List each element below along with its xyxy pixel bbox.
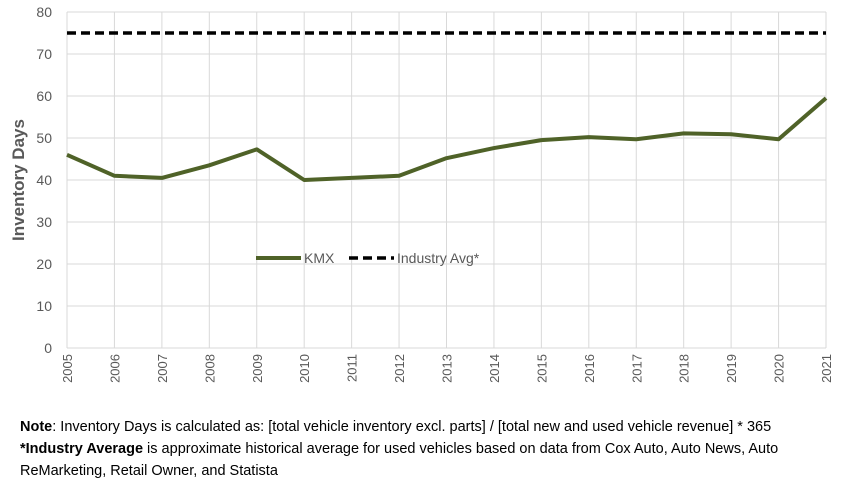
y-tick-label: 70	[36, 46, 52, 62]
x-tick-label: 2008	[202, 354, 217, 383]
y-tick-label: 40	[36, 172, 52, 188]
x-tick-label: 2007	[155, 354, 170, 383]
x-tick-label: 2013	[440, 354, 455, 383]
x-tick-label: 2005	[60, 354, 75, 383]
x-tick-label: 2011	[345, 354, 360, 382]
note-industry: *Industry Average is approximate histori…	[20, 438, 860, 482]
industry-label: *Industry Average	[20, 441, 144, 457]
note-formula: Note: Inventory Days is calculated as: […	[20, 416, 860, 438]
x-tick-label: 2017	[629, 354, 644, 383]
x-tick-label: 2010	[297, 354, 312, 383]
note-label: Note	[20, 419, 53, 435]
y-axis-title: Inventory Days	[9, 119, 28, 241]
note-text: : Inventory Days is calculated as: [tota…	[52, 419, 772, 435]
x-tick-label: 2018	[677, 354, 692, 383]
chart-notes: Note: Inventory Days is calculated as: […	[20, 416, 860, 482]
inventory-days-chart: 0 10 20 30 40 50 60 70 80 2005 2006 2007 2008 2009 201…	[9, 4, 834, 383]
y-tick-label: 0	[44, 340, 52, 356]
x-tick-label: 2020	[772, 354, 787, 383]
x-tick-label: 2012	[392, 354, 407, 383]
legend-label: KMX	[304, 250, 335, 266]
industry-text: is approximate historical average for us…	[20, 441, 779, 479]
y-tick-label: 10	[36, 298, 52, 314]
x-tick-label: 2015	[534, 354, 549, 383]
x-tick-label: 2019	[724, 354, 739, 383]
y-tick-label: 30	[36, 214, 52, 230]
x-tick-label: 2021	[819, 354, 834, 383]
y-tick-label: 20	[36, 256, 52, 272]
series-line-kmx	[66, 96, 828, 182]
x-tick-label: 2014	[487, 354, 502, 383]
y-tick-label: 80	[36, 4, 52, 20]
legend-label: Industry Avg*	[397, 250, 480, 266]
x-tick-label: 2006	[107, 354, 122, 383]
x-tick-label: 2009	[250, 354, 265, 383]
x-tick-label: 2016	[582, 354, 597, 383]
y-tick-label: 60	[36, 88, 52, 104]
y-tick-label: 50	[36, 130, 52, 146]
